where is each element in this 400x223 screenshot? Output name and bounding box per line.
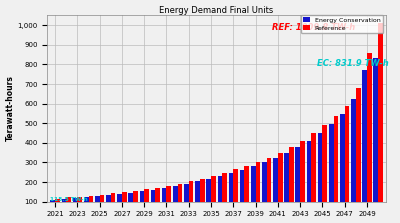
Bar: [374, 58, 378, 221]
Bar: [311, 133, 316, 221]
Bar: [151, 190, 155, 221]
Bar: [206, 179, 211, 221]
Bar: [55, 199, 60, 221]
Bar: [88, 196, 93, 221]
Bar: [351, 99, 356, 221]
Bar: [262, 163, 267, 221]
Bar: [122, 192, 127, 221]
Bar: [195, 181, 200, 221]
Bar: [166, 186, 171, 221]
Bar: [50, 200, 55, 221]
Bar: [240, 170, 244, 221]
Bar: [329, 124, 334, 221]
Text: REF: 1009.8 TW-h: REF: 1009.8 TW-h: [272, 23, 356, 32]
Bar: [256, 162, 260, 221]
Bar: [345, 105, 349, 221]
Bar: [189, 181, 194, 221]
Bar: [173, 186, 178, 221]
Bar: [229, 173, 233, 221]
Bar: [296, 147, 300, 221]
Bar: [73, 198, 77, 221]
Bar: [211, 176, 216, 221]
Bar: [378, 23, 383, 221]
Bar: [322, 125, 327, 221]
Bar: [273, 158, 278, 221]
Bar: [133, 191, 138, 221]
Bar: [140, 191, 144, 221]
Bar: [278, 153, 282, 221]
Bar: [222, 173, 227, 221]
Bar: [128, 192, 133, 221]
Bar: [267, 158, 272, 221]
Bar: [144, 189, 149, 221]
Bar: [340, 114, 345, 221]
Bar: [356, 88, 360, 221]
Bar: [367, 53, 372, 221]
Bar: [95, 196, 100, 221]
Bar: [100, 195, 104, 221]
Bar: [66, 197, 71, 221]
Bar: [117, 194, 122, 221]
Bar: [318, 133, 322, 221]
Text: 115.5 TW-h: 115.5 TW-h: [50, 196, 87, 202]
Title: Energy Demand Final Units: Energy Demand Final Units: [160, 6, 274, 14]
Bar: [200, 179, 204, 221]
Bar: [284, 153, 289, 221]
Bar: [244, 166, 249, 221]
Bar: [184, 184, 189, 221]
Bar: [300, 141, 305, 221]
Text: EC: 831.9 TW-h: EC: 831.9 TW-h: [317, 59, 389, 68]
Bar: [77, 197, 82, 221]
Bar: [334, 116, 338, 221]
Bar: [251, 166, 256, 221]
Bar: [106, 195, 111, 221]
Bar: [111, 194, 116, 221]
Bar: [178, 184, 182, 221]
Bar: [218, 176, 222, 221]
Bar: [289, 147, 294, 221]
Bar: [233, 169, 238, 221]
Bar: [155, 188, 160, 221]
Y-axis label: Terawatt-hours: Terawatt-hours: [6, 76, 14, 141]
Bar: [62, 199, 66, 221]
Legend: Energy Conservation, Reference: Energy Conservation, Reference: [301, 15, 383, 33]
Bar: [162, 188, 166, 221]
Bar: [307, 140, 311, 221]
Bar: [84, 197, 88, 221]
Bar: [362, 70, 367, 221]
